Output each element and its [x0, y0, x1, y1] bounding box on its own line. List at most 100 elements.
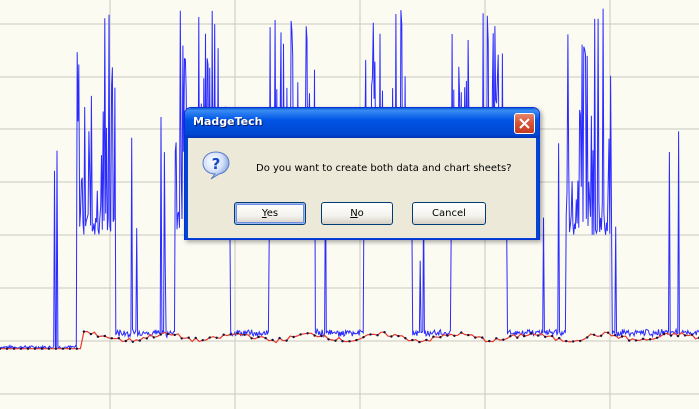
data-point-marker	[655, 336, 659, 339]
data-point-marker	[173, 333, 176, 337]
data-point-marker	[613, 334, 617, 337]
data-point-marker	[606, 331, 610, 334]
data-point-marker	[523, 334, 526, 338]
data-point-marker	[355, 338, 358, 342]
yes-button-label: es	[266, 208, 279, 219]
data-point-marker	[299, 333, 302, 336]
data-point-marker	[5, 347, 9, 350]
yes-button-mnemonic: Y	[261, 208, 267, 219]
message-dialog: MadgeTech ? Do you want to create both d…	[184, 107, 540, 240]
dialog-title: MadgeTech	[193, 115, 263, 128]
data-point-marker	[54, 347, 58, 350]
svg-text:?: ?	[212, 155, 221, 173]
data-point-marker	[208, 336, 211, 339]
close-button[interactable]	[514, 113, 535, 134]
data-point-marker	[418, 340, 421, 344]
data-point-marker	[243, 333, 246, 336]
chart-series	[0, 8, 699, 351]
data-point-marker	[166, 332, 169, 336]
data-point-marker	[390, 335, 393, 338]
data-point-marker	[586, 336, 589, 339]
data-point-marker	[544, 335, 547, 339]
data-point-marker	[264, 336, 267, 340]
data-point-marker	[194, 336, 197, 340]
data-point-marker	[75, 347, 79, 350]
data-point-marker	[502, 338, 505, 341]
data-point-marker	[565, 339, 568, 343]
data-point-marker	[306, 332, 309, 335]
data-point-marker	[648, 338, 652, 341]
data-point-marker	[446, 334, 449, 337]
data-point-marker	[425, 338, 428, 342]
data-point-marker	[397, 334, 400, 338]
data-point-marker	[201, 339, 204, 342]
yes-button[interactable]: Yes	[234, 202, 306, 225]
data-point-marker	[285, 339, 288, 342]
data-point-marker	[47, 347, 51, 350]
data-point-marker	[627, 339, 631, 342]
data-point-marker	[334, 339, 337, 342]
data-point-marker	[676, 334, 680, 338]
data-point-marker	[103, 334, 107, 338]
data-point-marker	[124, 339, 128, 343]
data-point-marker	[404, 337, 407, 340]
dialog-titlebar[interactable]: MadgeTech	[185, 108, 539, 138]
data-point-marker	[40, 347, 44, 350]
data-point-marker	[620, 335, 624, 338]
data-point-marker	[690, 333, 694, 336]
data-point-marker	[495, 337, 498, 340]
no-button-label: o	[357, 208, 364, 219]
question-icon: ?	[202, 151, 230, 180]
data-point-marker	[327, 338, 330, 341]
data-point-marker	[572, 340, 575, 343]
data-point-marker	[152, 336, 155, 339]
data-point-marker	[432, 335, 435, 338]
data-point-marker	[96, 335, 100, 338]
data-point-marker	[558, 336, 561, 340]
data-point-marker	[537, 334, 540, 337]
data-point-marker	[82, 330, 86, 333]
data-point-marker	[453, 334, 456, 337]
data-point-marker	[641, 337, 645, 340]
data-point-marker	[439, 336, 442, 339]
data-point-marker	[229, 333, 232, 336]
data-point-marker	[180, 337, 183, 340]
data-point-marker	[383, 331, 386, 334]
data-point-marker	[138, 339, 141, 342]
close-icon	[519, 118, 530, 129]
data-point-marker	[33, 347, 37, 350]
data-point-marker	[271, 338, 274, 342]
data-point-marker	[599, 334, 603, 337]
data-point-marker	[516, 336, 519, 339]
data-point-marker	[467, 333, 470, 337]
data-point-marker	[159, 333, 162, 336]
cancel-button[interactable]: Cancel	[412, 202, 486, 225]
data-point-marker	[579, 339, 582, 343]
data-point-marker	[320, 334, 323, 338]
data-point-marker	[530, 332, 533, 335]
data-point-marker	[411, 338, 414, 342]
data-point-marker	[145, 337, 148, 340]
data-point-marker	[0, 347, 2, 350]
data-point-marker	[634, 339, 638, 342]
data-point-marker	[292, 335, 295, 339]
data-point-marker	[26, 347, 30, 350]
no-button[interactable]: No	[321, 202, 393, 225]
blue-series-line	[0, 8, 699, 351]
data-point-marker	[257, 335, 260, 339]
data-point-marker	[551, 334, 554, 338]
data-point-marker	[131, 340, 134, 343]
dialog-message: Do you want to create both data and char…	[256, 163, 512, 174]
no-button-mnemonic: N	[350, 208, 358, 219]
data-point-marker	[250, 337, 253, 340]
dialog-body: ? Do you want to create both data and ch…	[185, 138, 539, 239]
data-point-marker	[509, 335, 512, 338]
data-point-marker	[68, 347, 72, 350]
data-point-marker	[110, 337, 114, 340]
data-point-marker	[488, 339, 491, 343]
data-point-marker	[19, 347, 23, 350]
data-point-marker	[61, 347, 65, 350]
data-point-marker	[460, 331, 463, 334]
data-point-marker	[222, 333, 225, 336]
